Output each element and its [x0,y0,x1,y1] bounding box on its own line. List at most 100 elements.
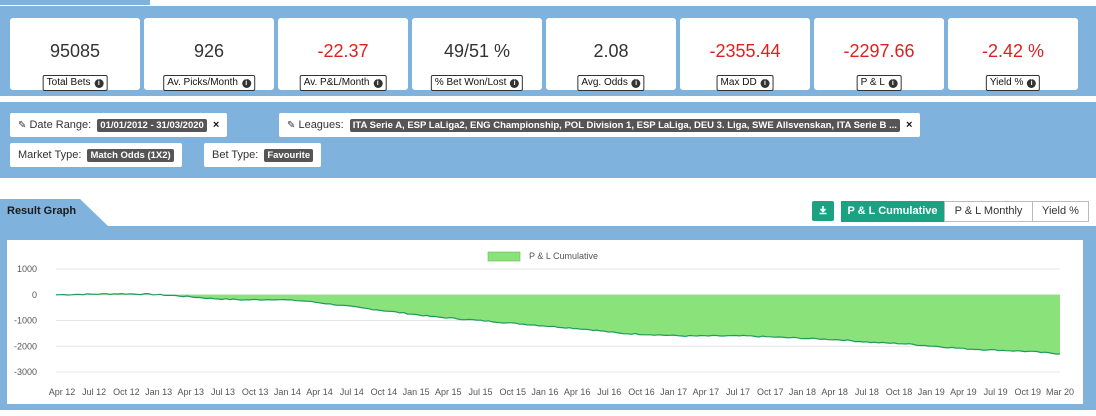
x-tick-label: Oct 14 [371,387,398,397]
result-graph-tab: Result Graph [0,199,108,226]
filter-label: Bet Type: [212,149,259,161]
stat-value: 926 [193,41,225,61]
stat-card-bet-won-lost: 49/51 % % Bet Won/Lost i [412,18,542,91]
top-tab-accent [0,0,150,5]
chart-container: 1000 0 -1000 -2000 -3000 Apr 12 Jul 12 Oct 12 Ja… [0,230,1096,410]
x-tick-label: Oct 13 [242,387,269,397]
x-tick-label: Oct 18 [886,387,913,397]
y-tick-label: -2000 [14,341,37,351]
stat-label[interactable]: Av. Picks/Month i [163,75,255,91]
stat-label[interactable]: Total Bets i [42,75,108,91]
section-divider [0,226,1096,230]
stat-value: -2355.44 [709,41,781,61]
info-icon: i [241,79,251,88]
remove-filter-icon[interactable]: × [212,119,220,131]
x-tick-label: Jan 18 [789,387,816,397]
download-icon [819,206,827,215]
pl-cumulative-area [56,293,1060,355]
x-tick-label: Jan 16 [531,387,558,397]
filters-panel: ✎ Date Range: 01/01/2012 - 31/03/2020 × … [0,102,1096,178]
remove-filter-icon[interactable]: × [905,119,913,131]
stat-value: 95085 [49,41,101,61]
x-tick-label: Jul 14 [340,387,364,397]
stat-label[interactable]: Avg. Odds i [577,75,645,91]
x-tick-label: Oct 17 [757,387,784,397]
pencil-icon: ✎ [287,120,296,131]
y-tick-label: 0 [32,290,37,300]
filter-label: Market Type: [18,149,82,161]
x-tick-label: Jan 13 [145,387,172,397]
y-tick-label: -3000 [14,367,37,377]
x-tick-label: Oct 15 [499,387,526,397]
pl-monthly-button[interactable]: P & L Monthly [944,201,1033,222]
stat-value: 49/51 % [443,41,511,61]
stat-card-av-pl: -22.37 Av. P&L/Month i [278,18,408,91]
section-title: Result Graph [7,205,77,217]
legend-swatch [487,251,521,262]
info-icon: i [510,79,520,88]
x-tick-label: Apr 16 [564,387,591,397]
stat-value: -22.37 [317,41,369,61]
legend-label: P & L Cumulative [529,251,598,261]
stat-card-yield: -2.42 % Yield % i [948,18,1078,91]
x-tick-label: Oct 12 [113,387,140,397]
stat-card-max-dd: -2355.44 Max DD i [680,18,810,91]
x-tick-label: Mar 20 [1046,387,1074,397]
x-tick-label: Apr 12 [49,387,76,397]
stat-card-avg-odds: 2.08 Avg. Odds i [546,18,676,91]
stat-card-total-bets: 95085 Total Bets i [10,18,140,91]
bet-type-filter[interactable]: Bet Type: Favourite [204,143,322,167]
yield-button[interactable]: Yield % [1032,201,1089,222]
y-tick-label: -1000 [14,316,37,326]
x-tick-label: Apr 18 [821,387,848,397]
stat-label[interactable]: Av. P&L/Month i [299,75,387,91]
stat-value: -2297.66 [843,41,915,61]
x-tick-label: Jul 18 [855,387,879,397]
pl-cumulative-button[interactable]: P & L Cumulative [841,201,944,222]
stat-card-av-picks: 926 Av. Picks/Month i [144,18,274,91]
info-icon: i [760,79,770,88]
download-button[interactable] [812,201,834,221]
x-tick-label: Jan 14 [274,387,301,397]
filter-value: ITA Serie A, ESP LaLiga2, ENG Championsh… [349,119,900,132]
info-icon: i [373,79,383,88]
stat-card-pl: -2297.66 P & L i [814,18,944,91]
pl-cumulative-chart: 1000 0 -1000 -2000 -3000 Apr 12 Jul 12 Oct 12 Ja… [14,251,1074,397]
x-tick-label: Jul 13 [211,387,235,397]
x-tick-label: Apr 15 [435,387,462,397]
pencil-icon: ✎ [18,120,27,131]
filter-label: Date Range: [29,119,92,131]
x-tick-label: Jul 17 [726,387,750,397]
stat-label[interactable]: Yield % i [985,75,1041,91]
stat-label[interactable]: P & L i [856,75,902,91]
x-tick-label: Jan 17 [660,387,687,397]
x-tick-label: Oct 16 [628,387,655,397]
x-tick-label: Jul 19 [984,387,1008,397]
filter-value: Match Odds (1X2) [87,149,174,162]
filter-value: 01/01/2012 - 31/03/2020 [97,119,207,132]
filter-label: Leagues: [298,119,344,131]
x-tick-label: Apr 13 [178,387,205,397]
info-icon: i [94,79,104,88]
x-tick-label: Jan 15 [403,387,430,397]
x-tick-label: Jul 16 [597,387,621,397]
market-type-filter[interactable]: Market Type: Match Odds (1X2) [10,143,182,167]
date-range-filter[interactable]: ✎ Date Range: 01/01/2012 - 31/03/2020 × [10,113,228,137]
x-tick-label: Jul 12 [82,387,106,397]
chart-panel: 1000 0 -1000 -2000 -3000 Apr 12 Jul 12 Oct 12 Ja… [7,240,1083,404]
leagues-filter[interactable]: ✎ Leagues: ITA Serie A, ESP LaLiga2, ENG… [279,113,921,137]
info-icon: i [631,79,641,88]
x-tick-label: Apr 17 [693,387,720,397]
info-icon: i [1027,79,1037,88]
stat-label[interactable]: % Bet Won/Lost i [430,75,524,91]
stat-value: 2.08 [593,41,629,61]
stat-value: -2.42 % [981,41,1045,61]
info-icon: i [888,79,898,88]
pl-cumulative-line [55,292,1061,355]
x-tick-label: Apr 19 [950,387,977,397]
x-tick-label: Oct 19 [1015,387,1042,397]
x-tick-label: Jul 15 [469,387,493,397]
filter-value: Favourite [264,149,314,162]
stat-label[interactable]: Max DD i [716,75,774,91]
x-tick-label: Apr 14 [306,387,333,397]
